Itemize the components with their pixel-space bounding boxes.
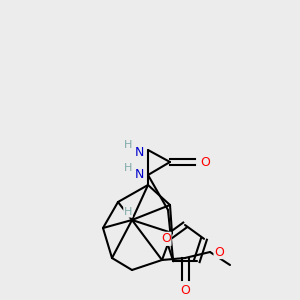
Text: N: N <box>134 146 144 160</box>
Text: H: H <box>124 163 132 173</box>
Text: O: O <box>200 155 210 169</box>
Text: H: H <box>124 207 132 217</box>
Text: N: N <box>134 169 144 182</box>
Text: H: H <box>124 140 132 150</box>
Text: O: O <box>180 284 190 296</box>
Text: O: O <box>214 245 224 259</box>
Text: O: O <box>161 232 171 245</box>
